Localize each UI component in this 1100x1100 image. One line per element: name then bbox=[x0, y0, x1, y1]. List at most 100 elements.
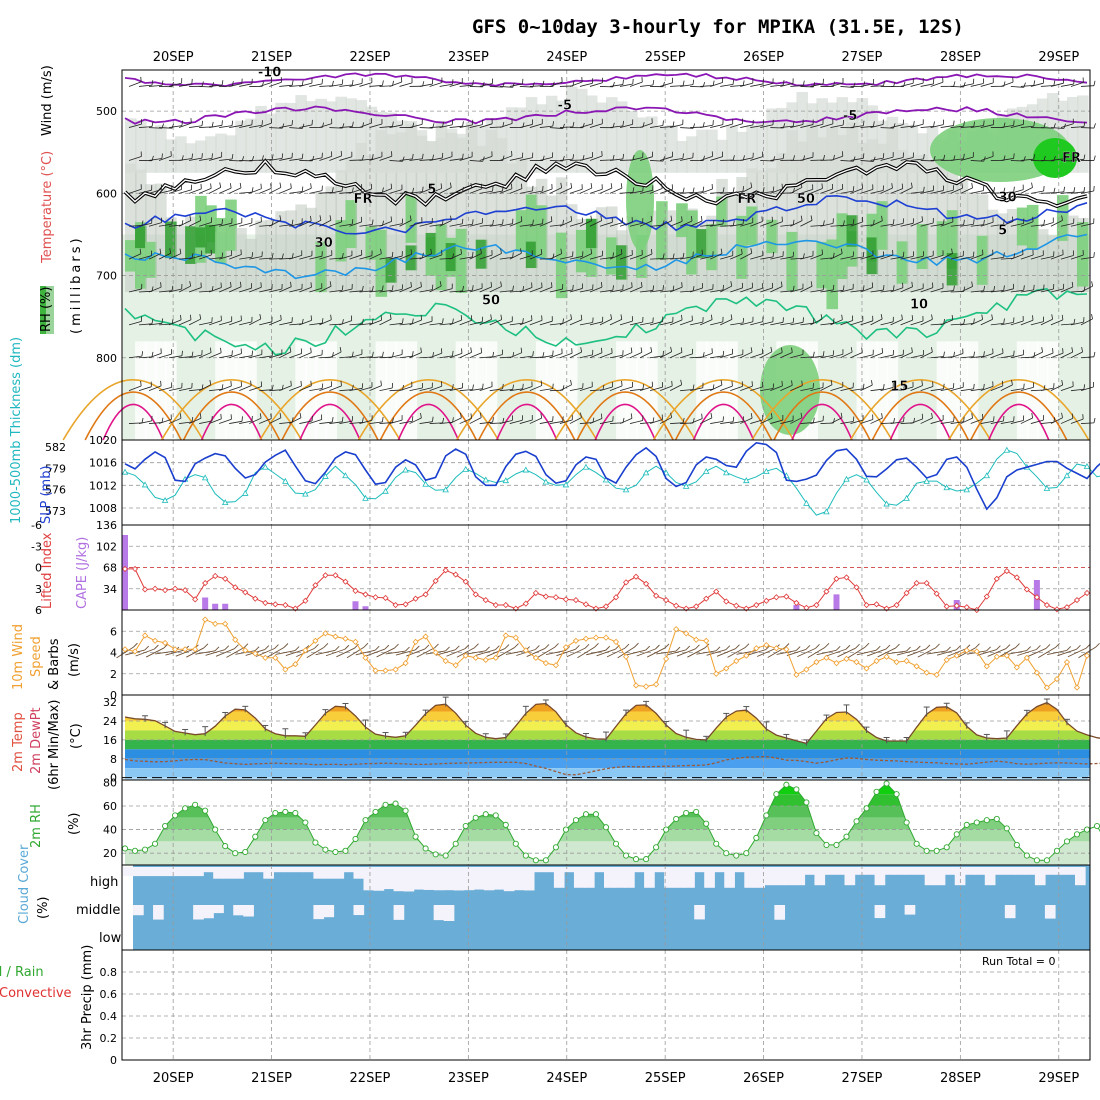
wind-barb bbox=[760, 287, 773, 293]
rh-upper-cell bbox=[455, 133, 468, 173]
wind-barb bbox=[980, 156, 994, 161]
wind-barb-flag bbox=[1011, 379, 1013, 385]
wind-barb bbox=[780, 290, 794, 293]
wind-barb-flag bbox=[682, 187, 685, 193]
wind-barb bbox=[940, 387, 954, 392]
rh-dry-cell bbox=[726, 341, 738, 440]
surface-barb-flag bbox=[675, 646, 681, 652]
wind-barb bbox=[700, 417, 713, 424]
wind-barb-flag bbox=[562, 123, 565, 129]
wind-barb bbox=[429, 223, 443, 227]
wind-barb-flag bbox=[221, 384, 224, 390]
thickness-marker bbox=[903, 494, 910, 501]
surface-barb-flag bbox=[1095, 642, 1100, 648]
wind-barb-flag bbox=[762, 120, 765, 126]
wind-barb-flag bbox=[1071, 413, 1074, 419]
cloud-middle-label: middle bbox=[76, 903, 120, 918]
rh-marker bbox=[202, 807, 209, 814]
wind-barb bbox=[489, 319, 502, 326]
temperature-contour bbox=[124, 72, 1088, 88]
wind-barb bbox=[539, 355, 553, 359]
wind-barb bbox=[930, 159, 944, 161]
rh-upper-cell bbox=[515, 107, 528, 173]
wind-barb bbox=[619, 221, 633, 227]
cloud-high-gap bbox=[994, 867, 1006, 875]
wind-barb bbox=[930, 190, 944, 194]
wind-barb-flag bbox=[331, 187, 334, 193]
wind-barb bbox=[720, 421, 734, 424]
wind-barb-flag bbox=[600, 347, 603, 353]
wind-marker bbox=[773, 645, 780, 652]
day-label-top: 20SEP bbox=[153, 50, 194, 65]
cloud-high-gap bbox=[1034, 867, 1046, 886]
wind-barb bbox=[609, 158, 623, 161]
cloud-high-gap bbox=[774, 867, 786, 886]
wind-barb bbox=[619, 191, 634, 194]
contour-label: -5 bbox=[558, 98, 572, 113]
wind-barb bbox=[209, 223, 223, 227]
wind-barb bbox=[199, 254, 212, 260]
wind-barb bbox=[439, 421, 453, 424]
wind-barb bbox=[359, 158, 373, 161]
surface-barb bbox=[807, 646, 826, 659]
wind-barb bbox=[569, 222, 583, 227]
li-marker bbox=[933, 590, 940, 597]
li-marker bbox=[482, 597, 489, 604]
rh-cell bbox=[225, 199, 237, 251]
slp-label: SLP (mb) bbox=[39, 465, 54, 524]
wind-barb bbox=[499, 320, 513, 326]
wind-barb bbox=[920, 125, 934, 128]
wind-barb-flag bbox=[281, 153, 284, 159]
rh-upper-cell bbox=[616, 101, 628, 173]
thickness-marker bbox=[221, 499, 229, 506]
wind-barb bbox=[910, 220, 923, 227]
slp-tick-label: 1016 bbox=[89, 457, 117, 470]
wind-barb bbox=[539, 420, 553, 424]
wind-barb-flag bbox=[191, 253, 194, 259]
wind-barb bbox=[299, 320, 312, 326]
rh-marker bbox=[262, 817, 269, 824]
wind-barb-flag bbox=[943, 318, 945, 324]
wind-barb bbox=[138, 255, 152, 260]
wind-barb bbox=[399, 220, 412, 227]
wind-barb-flag bbox=[420, 315, 423, 321]
wind-barb-flag bbox=[301, 186, 304, 192]
surface-barb bbox=[676, 648, 696, 657]
wind-barb bbox=[800, 387, 814, 392]
rh-cell bbox=[1026, 216, 1039, 292]
wind-barb bbox=[449, 125, 463, 128]
wind-barb-flag bbox=[993, 187, 995, 193]
wind-barb bbox=[259, 122, 272, 128]
thickness-marker bbox=[863, 476, 870, 483]
wind-barb-flag bbox=[390, 216, 393, 222]
rh-cell bbox=[726, 192, 738, 292]
wind-barb bbox=[970, 290, 984, 293]
wind-barb bbox=[499, 256, 513, 260]
wind-barb bbox=[439, 83, 453, 87]
wind-barb bbox=[830, 289, 844, 293]
wind-barb bbox=[730, 386, 743, 392]
wind-barb bbox=[900, 319, 913, 326]
thickness-marker bbox=[682, 482, 690, 489]
wind-barb-flag bbox=[500, 248, 502, 254]
day-label-bottom: 23SEP bbox=[448, 1071, 489, 1086]
wind-barb-flag bbox=[191, 416, 194, 423]
wind-barb bbox=[329, 83, 343, 87]
rh-upper-cell bbox=[385, 112, 398, 173]
wind-barb bbox=[359, 255, 373, 260]
rh-marker bbox=[232, 850, 239, 857]
wind-barb bbox=[870, 124, 884, 128]
wind-barb bbox=[1020, 158, 1034, 161]
surface-warm-contour bbox=[948, 378, 1090, 441]
wind-barb bbox=[208, 187, 221, 194]
wind-barb bbox=[850, 157, 864, 161]
wind-barb bbox=[890, 319, 903, 326]
wind-barb bbox=[359, 290, 373, 293]
surface-barb bbox=[837, 647, 856, 658]
wind-barb-flag bbox=[911, 315, 914, 321]
wind-barb bbox=[529, 85, 543, 87]
surface-barb-flag bbox=[946, 646, 951, 652]
wind-barb bbox=[830, 82, 844, 87]
